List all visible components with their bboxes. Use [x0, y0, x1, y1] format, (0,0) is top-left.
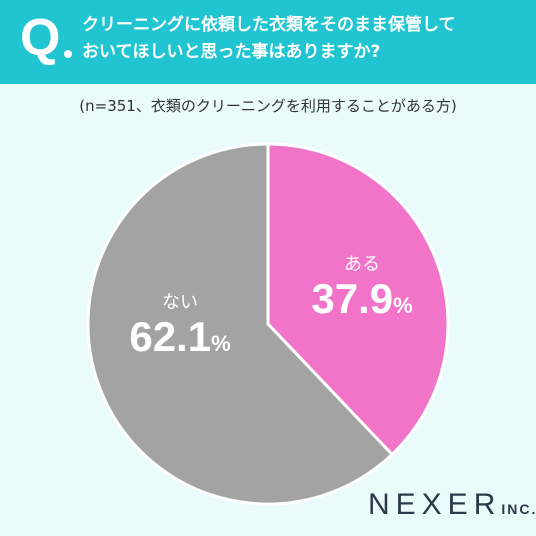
nexer-logo: NEXERINC.	[368, 488, 536, 521]
question-dot	[64, 50, 72, 58]
question-text: クリーニングに依頼した衣類をそのまま保管して おいてほしいと思った事はありますか…	[82, 12, 522, 66]
slice-label-nai: ない 62.1%	[100, 288, 260, 367]
pie-slice-nai	[86, 142, 395, 506]
pie-slice-aru	[266, 142, 450, 457]
slice-value-nai: 62.1%	[129, 313, 231, 360]
chart-subtitle: (n=351、衣類のクリーニングを利用することがある方)	[79, 97, 457, 115]
slice-name-nai: ない	[162, 292, 198, 313]
question-line-1: クリーニングに依頼した衣類をそのまま保管して	[82, 15, 456, 35]
question-mark: Q	[20, 9, 61, 67]
slice-label-aru: ある 37.9%	[282, 250, 442, 329]
slice-value-aru: 37.9%	[311, 275, 413, 322]
slice-name-aru: ある	[344, 254, 380, 275]
question-line-2: おいてほしいと思った事はありますか?	[82, 42, 381, 62]
question-banner: Q クリーニングに依頼した衣類をそのまま保管して おいてほしいと思った事はありま…	[0, 0, 536, 84]
